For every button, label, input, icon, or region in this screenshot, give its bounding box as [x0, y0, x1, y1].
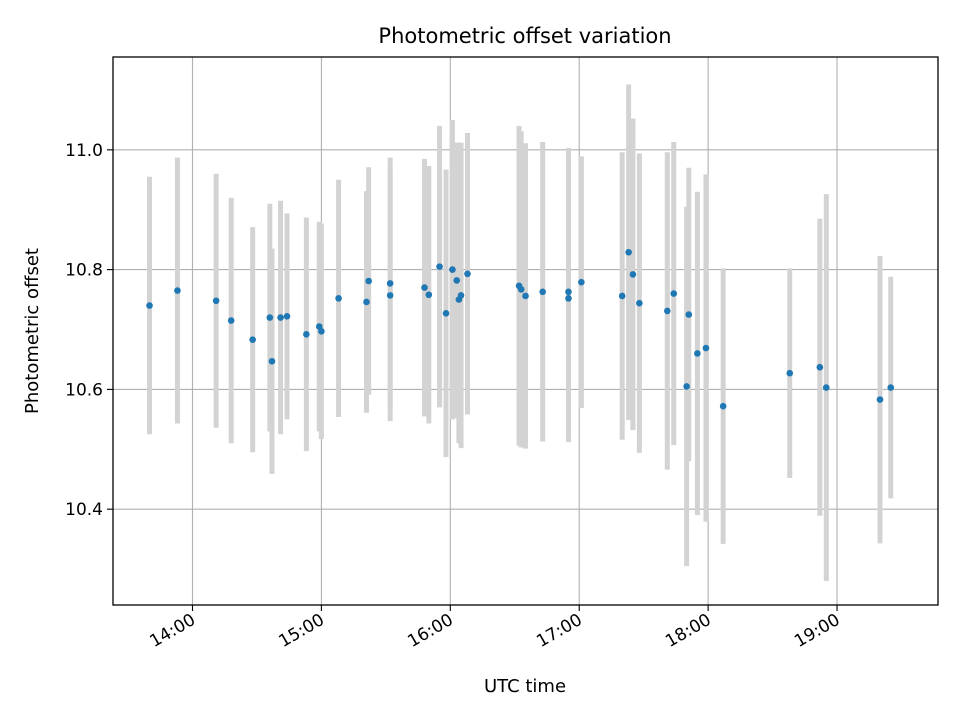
data-point: [421, 284, 428, 291]
data-point: [212, 297, 220, 305]
data-point: [453, 277, 461, 284]
data-point: [685, 311, 693, 318]
data-point: [522, 292, 529, 300]
data-point: [335, 295, 342, 302]
data-point: [386, 292, 394, 299]
data-point: [539, 288, 546, 296]
data-point: [464, 270, 471, 278]
data-points: [146, 248, 895, 410]
data-point: [670, 290, 678, 297]
data-point: [786, 369, 794, 377]
data-point: [425, 291, 433, 299]
data-point: [363, 298, 370, 306]
y-tick-label: 10.8: [65, 261, 103, 281]
data-point: [318, 327, 325, 335]
data-point: [887, 384, 895, 391]
x-axis-title: UTC time: [484, 676, 566, 697]
data-point: [174, 287, 181, 294]
data-point: [663, 307, 671, 315]
y-tick-label: 11.0: [65, 141, 103, 161]
data-point: [694, 350, 701, 357]
data-point: [517, 286, 525, 293]
data-point: [565, 288, 572, 296]
data-point: [578, 278, 585, 286]
data-point: [618, 292, 626, 300]
data-point: [719, 402, 727, 410]
y-tick-label: 10.6: [65, 380, 103, 400]
data-point: [625, 248, 632, 256]
data-point: [365, 277, 372, 285]
y-tick-label: 10.4: [65, 500, 103, 520]
data-point: [457, 292, 465, 299]
data-point: [277, 314, 284, 321]
data-point: [816, 363, 824, 371]
data-point: [449, 266, 456, 273]
data-point: [629, 271, 637, 278]
data-point: [636, 299, 643, 307]
data-point: [303, 330, 310, 338]
data-point: [386, 280, 394, 287]
data-point: [249, 336, 256, 343]
chart-title: Photometric offset variation: [378, 24, 671, 48]
data-point: [268, 357, 276, 365]
data-point: [683, 383, 690, 390]
y-axis-title: Photometric offset: [22, 248, 43, 414]
data-point: [146, 302, 153, 309]
data-point: [442, 310, 450, 317]
data-point: [283, 313, 291, 320]
data-point: [702, 344, 710, 352]
data-point: [227, 317, 235, 324]
data-point: [822, 384, 830, 391]
data-point: [436, 263, 443, 270]
data-point: [565, 295, 572, 302]
data-point: [876, 396, 884, 403]
data-point: [266, 314, 274, 321]
axes-frame: [112, 56, 939, 606]
